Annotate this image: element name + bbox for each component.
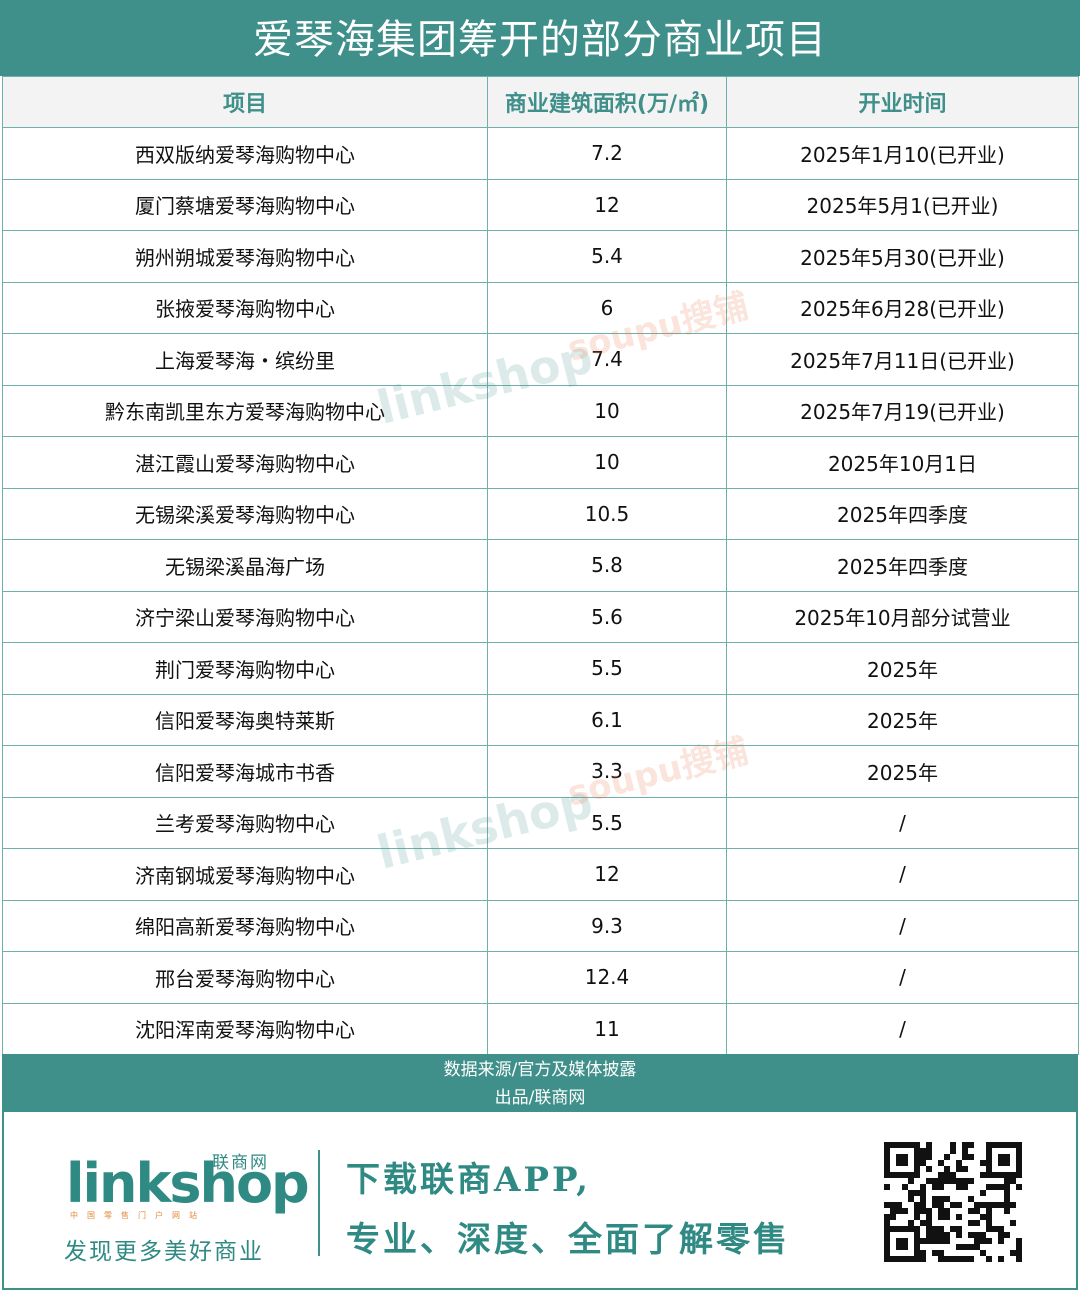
header-project: 项目 — [2, 76, 488, 128]
table-row: 张掖爱琴海购物中心 6 2025年6月28(已开业) — [2, 281, 1079, 334]
table-row: 绵阳高新爱琴海购物中心 9.3/ — [2, 899, 1079, 952]
logo-cn: 联商网 — [212, 1153, 269, 1173]
area: 5.5 — [487, 642, 727, 695]
opening-time: 2025年 — [726, 693, 1079, 746]
promo-line-2: 专业、深度、全面了解零售 — [346, 1220, 790, 1260]
projects-table: 项目 商业建筑面积(万/㎡) 开业时间 西双版纳爱琴海购物中心 7.2 2025年1… — [2, 76, 1079, 1055]
area: 3.3 — [487, 745, 727, 798]
opening-time: 2025年 — [726, 642, 1079, 695]
source-line: 数据来源/官方及媒体披露 — [443, 1060, 637, 1080]
table-row: 无锡梁溪爱琴海购物中心 10.5 2025年四季度 — [2, 487, 1079, 540]
area: 10 — [487, 436, 727, 489]
project-name: 绵阳高新爱琴海购物中心 — [2, 899, 488, 952]
slogan: 发现更多美好商业 — [64, 1239, 264, 1265]
opening-time: / — [726, 796, 1079, 849]
table-row: 济宁梁山爱琴海购物中心 5.6 2025年10月部分试营业 — [2, 590, 1079, 643]
opening-time: / — [726, 899, 1079, 952]
table-row: 信阳爱琴海奥特莱斯 6.1 2025年 — [2, 693, 1079, 746]
area: 5.8 — [487, 539, 727, 592]
opening-time: 2025年四季度 — [726, 539, 1079, 592]
table-row: 上海爱琴海・缤纷里 7.4 2025年7月11日(已开业) — [2, 333, 1079, 386]
opening-time: 2025年7月11日(已开业) — [726, 333, 1079, 386]
area: 12.4 — [487, 951, 727, 1004]
header-opening: 开业时间 — [726, 76, 1079, 128]
logo-subtitle: 中国零售门户网站 — [70, 1211, 206, 1220]
table-row: 信阳爱琴海城市书香 3.3 2025年 — [2, 745, 1079, 798]
opening-time: 2025年5月30(已开业) — [726, 230, 1079, 283]
opening-time: 2025年1月10(已开业) — [726, 127, 1079, 180]
area: 5.6 — [487, 590, 727, 643]
opening-time: / — [726, 951, 1079, 1004]
opening-time: 2025年6月28(已开业) — [726, 281, 1079, 334]
opening-time: / — [726, 1002, 1079, 1055]
project-name: 荆门爱琴海购物中心 — [2, 642, 488, 695]
area: 5.5 — [487, 796, 727, 849]
source-band: 数据来源/官方及媒体披露 出品/联商网 — [2, 1054, 1078, 1112]
divider — [318, 1150, 320, 1256]
opening-time: / — [726, 848, 1079, 901]
project-name: 西双版纳爱琴海购物中心 — [2, 127, 488, 180]
area: 10.5 — [487, 487, 727, 540]
qr-code-icon[interactable] — [884, 1142, 1022, 1262]
project-name: 信阳爱琴海城市书香 — [2, 745, 488, 798]
table-row: 兰考爱琴海购物中心 5.5/ — [2, 796, 1079, 849]
producer-line: 出品/联商网 — [494, 1088, 586, 1108]
table-header-row: 项目 商业建筑面积(万/㎡) 开业时间 — [2, 76, 1079, 128]
project-name: 无锡梁溪爱琴海购物中心 — [2, 487, 488, 540]
area: 7.2 — [487, 127, 727, 180]
page-title: 爱琴海集团筹开的部分商业项目 — [0, 0, 1080, 76]
project-name: 济宁梁山爱琴海购物中心 — [2, 590, 488, 643]
area: 9.3 — [487, 899, 727, 952]
project-name: 济南钢城爱琴海购物中心 — [2, 848, 488, 901]
promo-panel: linkshop 联商网 中国零售门户网站 发现更多美好商业 下载联商APP, … — [2, 1112, 1078, 1290]
table-row: 朔州朔城爱琴海购物中心 5.4 2025年5月30(已开业) — [2, 230, 1079, 283]
table-row: 无锡梁溪晶海广场 5.8 2025年四季度 — [2, 539, 1079, 592]
project-name: 上海爱琴海・缤纷里 — [2, 333, 488, 386]
area: 12 — [487, 178, 727, 231]
table-row: 沈阳浑南爱琴海购物中心 11/ — [2, 1002, 1079, 1055]
table-row: 荆门爱琴海购物中心 5.5 2025年 — [2, 642, 1079, 695]
area: 5.4 — [487, 230, 727, 283]
project-name: 兰考爱琴海购物中心 — [2, 796, 488, 849]
opening-time: 2025年10月部分试营业 — [726, 590, 1079, 643]
linkshop-logo: linkshop — [66, 1152, 310, 1215]
area: 12 — [487, 848, 727, 901]
header-area: 商业建筑面积(万/㎡) — [487, 76, 727, 128]
opening-time: 2025年 — [726, 745, 1079, 798]
table-row: 厦门蔡塘爱琴海购物中心 12 2025年5月1(已开业) — [2, 178, 1079, 231]
project-name: 张掖爱琴海购物中心 — [2, 281, 488, 334]
project-name: 湛江霞山爱琴海购物中心 — [2, 436, 488, 489]
table-row: 济南钢城爱琴海购物中心 12/ — [2, 848, 1079, 901]
promo-line-1: 下载联商APP, — [346, 1160, 591, 1200]
opening-time: 2025年5月1(已开业) — [726, 178, 1079, 231]
project-name: 沈阳浑南爱琴海购物中心 — [2, 1002, 488, 1055]
table-row: 邢台爱琴海购物中心 12.4/ — [2, 951, 1079, 1004]
area: 11 — [487, 1002, 727, 1055]
table-row: 湛江霞山爱琴海购物中心 10 2025年10月1日 — [2, 436, 1079, 489]
opening-time: 2025年7月19(已开业) — [726, 384, 1079, 437]
project-name: 朔州朔城爱琴海购物中心 — [2, 230, 488, 283]
opening-time: 2025年10月1日 — [726, 436, 1079, 489]
area: 10 — [487, 384, 727, 437]
project-name: 无锡梁溪晶海广场 — [2, 539, 488, 592]
opening-time: 2025年四季度 — [726, 487, 1079, 540]
table-row: 西双版纳爱琴海购物中心 7.2 2025年1月10(已开业) — [2, 127, 1079, 180]
project-name: 信阳爱琴海奥特莱斯 — [2, 693, 488, 746]
project-name: 邢台爱琴海购物中心 — [2, 951, 488, 1004]
area: 6 — [487, 281, 727, 334]
project-name: 厦门蔡塘爱琴海购物中心 — [2, 178, 488, 231]
